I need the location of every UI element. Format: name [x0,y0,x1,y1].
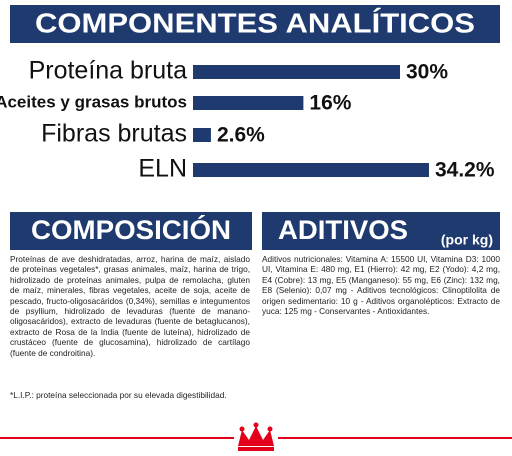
category-label: Aceites y grasas brutos [0,92,187,111]
category-label: ELN [138,155,187,183]
bar [193,163,429,177]
bar [193,96,304,110]
value-label: 30% [406,61,448,84]
composition-title: COMPOSICIÓN [31,214,231,245]
bar [193,65,400,79]
composition-text: Proteínas de ave deshidratadas, arroz, h… [10,254,250,358]
category-label: Fibras brutas [41,120,187,148]
title-banner [10,5,500,43]
additives-title: ADITIVOS [278,215,408,245]
composition-note: *L.I.P.: proteína seleccionada por su el… [10,390,227,400]
composition-banner [10,212,252,250]
bar [193,128,211,142]
additives-banner [262,212,500,250]
value-label: 34.2% [435,159,495,182]
logo [238,422,274,451]
additives-text: Aditivos nutricionales: Vitamina A: 1550… [262,254,500,317]
chart-title: COMPONENTES ANALÍTICOS [35,7,475,38]
value-label: 2.6% [217,124,265,147]
category-label: Proteína bruta [29,57,188,85]
value-label: 16% [309,92,351,115]
additives-subtitle: (por kg) [441,232,493,248]
